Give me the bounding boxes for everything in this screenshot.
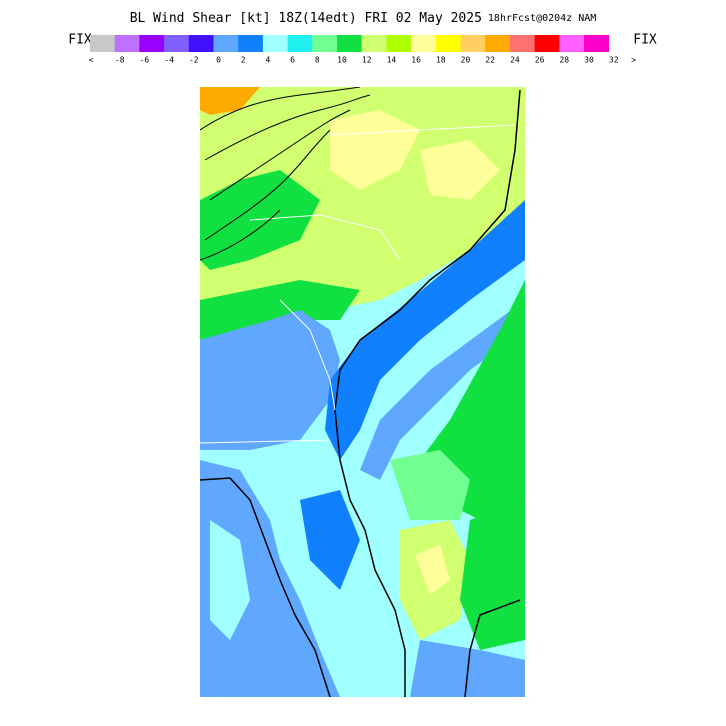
legend-swatch — [411, 35, 437, 52]
map — [200, 87, 525, 697]
legend-label: -8 — [115, 56, 125, 65]
region — [200, 280, 360, 340]
coastline — [200, 477, 331, 697]
legend-swatch — [584, 35, 609, 52]
region — [200, 87, 260, 115]
legend-swatch — [164, 35, 190, 52]
region — [360, 300, 525, 480]
title-main: BL Wind Shear [kt] 18Z(14edt) FRI 02 May… — [130, 11, 482, 26]
legend-label: 16 — [411, 56, 421, 65]
legend-label: 20 — [461, 56, 471, 65]
title: BL Wind Shear [kt] 18Z(14edt) FRI 02 May… — [130, 11, 597, 26]
legend: < -8 -6 -4 -2 0 2 4 6 8 10 12 14 16 18 20 22 24 26 28 30 32 > — [89, 35, 636, 65]
legend-label: 24 — [510, 56, 520, 65]
region — [200, 170, 320, 270]
legend-label: 10 — [337, 56, 347, 65]
legend-label: < — [89, 56, 94, 65]
legend-label: 0 — [216, 56, 221, 65]
legend-label: 30 — [584, 56, 594, 65]
region — [200, 460, 340, 697]
region — [300, 490, 360, 590]
state-line — [200, 439, 331, 444]
legend-label: 6 — [290, 56, 295, 65]
legend-swatch — [139, 35, 165, 52]
legend-swatch — [509, 35, 535, 52]
legend-label: 28 — [559, 56, 569, 65]
region — [420, 140, 500, 200]
legend-swatch — [90, 35, 115, 52]
legend-label: 32 — [609, 56, 619, 65]
region — [200, 310, 340, 450]
legend-right: FIX — [633, 33, 657, 48]
legend-label: 12 — [362, 56, 372, 65]
region — [390, 450, 470, 520]
legend-label: -4 — [164, 56, 174, 65]
legend-label: 18 — [436, 56, 446, 65]
legend-label: 22 — [485, 56, 495, 65]
legend-swatch — [213, 35, 239, 52]
region — [330, 110, 420, 190]
legend-swatch — [361, 35, 387, 52]
state-line — [249, 214, 401, 261]
legend-swatch — [460, 35, 486, 52]
region — [460, 500, 525, 650]
legend-swatch — [114, 35, 140, 52]
state-line — [279, 299, 336, 411]
legend-swatch — [534, 35, 560, 52]
legend-swatch — [559, 35, 585, 52]
legend-swatch — [262, 35, 288, 52]
legend-swatch — [238, 35, 264, 52]
region — [210, 520, 250, 640]
legend-label: 14 — [387, 56, 397, 65]
legend-swatch — [337, 35, 362, 52]
legend-swatch — [188, 35, 214, 52]
coastline — [334, 89, 521, 697]
contours — [200, 87, 371, 261]
legend-label: 8 — [315, 56, 320, 65]
legend-left: FIX — [68, 33, 92, 48]
legend-label: 4 — [265, 56, 270, 65]
region — [415, 545, 450, 595]
legend-label: > — [631, 56, 636, 65]
legend-label: -2 — [189, 56, 199, 65]
title-sub: 18hrFcst@0204z NAM — [488, 13, 596, 24]
legend-label: 26 — [535, 56, 545, 65]
state-line — [329, 124, 516, 136]
legend-swatch — [485, 35, 511, 52]
legend-swatch — [312, 35, 338, 52]
legend-label: 2 — [241, 56, 246, 65]
coastline — [464, 599, 521, 697]
legend-label: -6 — [140, 56, 150, 65]
legend-swatch — [386, 35, 412, 52]
legend-swatch — [435, 35, 461, 52]
legend-swatch — [287, 35, 313, 52]
region — [325, 200, 525, 460]
